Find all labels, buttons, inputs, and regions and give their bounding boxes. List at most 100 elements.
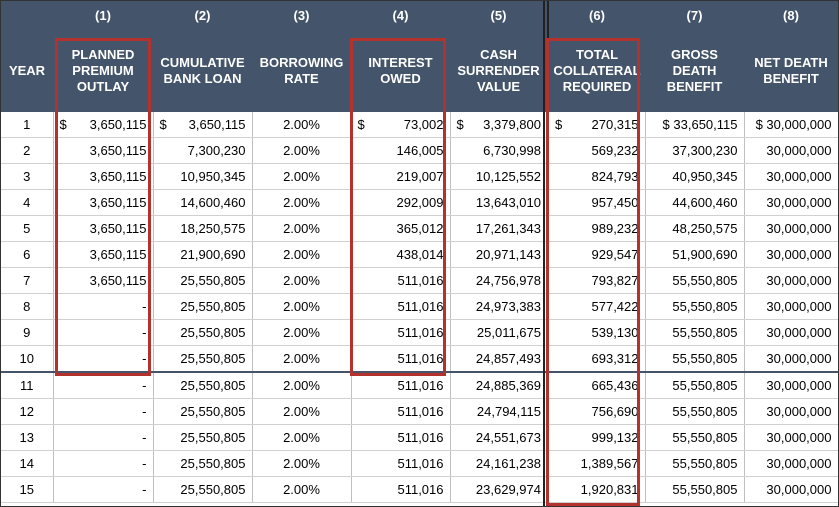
loan-cell-value: 25,550,805	[180, 430, 246, 445]
gross-death-benefit-cell: 55,550,805	[645, 476, 745, 503]
collateral-cell-value: 1,920,831	[580, 482, 639, 497]
table-row: 15 - 25,550,805 2.00% 511,016 23,629,974 1,920…	[1, 476, 839, 503]
gross-death-benefit-cell: 44,600,460	[645, 189, 745, 216]
net-death-benefit-cell: 30,000,000	[744, 163, 839, 190]
loan-cell-value: 18,250,575	[180, 221, 246, 236]
gross-death-benefit-cell: 55,550,805	[645, 450, 745, 477]
loan-cell-value: 25,550,805	[180, 273, 246, 288]
loan-cell: 10,950,345	[153, 163, 253, 190]
premium-cell: -	[53, 319, 154, 346]
collateral-cell-value: 569,232	[591, 143, 639, 158]
loan-cell: 21,900,690	[153, 241, 253, 268]
loan-cell: 25,550,805	[153, 371, 253, 399]
interest-cell-value: 511,016	[397, 404, 444, 419]
interest-cell: 438,014	[351, 241, 451, 268]
year-cell-value: 13	[19, 430, 34, 445]
gross-death-benefit-cell-value: 55,550,805	[672, 404, 738, 419]
interest-cell: 511,016	[351, 319, 451, 346]
year-cell: 10	[1, 345, 54, 373]
column-header-line: BANK LOAN	[163, 71, 242, 86]
gross-death-benefit-cell-value: 55,550,805	[672, 482, 738, 497]
premium-cell: 3,650,115	[53, 215, 154, 242]
collateral-cell-value: 929,547	[591, 247, 639, 262]
cash-value-cell: 10,125,552	[450, 163, 549, 190]
interest-cell: 511,016	[351, 267, 451, 294]
cash-value-cell-value: 24,161,238	[475, 456, 541, 471]
column-header-line: COLLATERAL	[553, 63, 641, 78]
cash-value-cell-value: 24,794,115	[476, 404, 541, 419]
year-cell: 4	[1, 189, 54, 216]
rate-cell-value: 2.00%	[283, 430, 320, 445]
premium-cell: 3,650,115	[53, 137, 154, 164]
loan-cell-value: 25,550,805	[180, 482, 246, 497]
column-header-line: VALUE	[476, 79, 521, 94]
column-header-planned-premium-outlay: PLANNED PREMIUM OUTLAY	[53, 30, 153, 112]
loan-cell-value: 21,900,690	[180, 247, 246, 262]
gross-death-benefit-cell-value: 55,550,805	[672, 325, 738, 340]
collateral-cell-value: 1,389,567	[580, 456, 639, 471]
loan-cell: 25,550,805	[153, 450, 253, 477]
column-header-line: PREMIUM	[72, 63, 134, 78]
table-row: 10 - 25,550,805 2.00% 511,016 24,857,493 693,3…	[1, 345, 839, 373]
cash-value-cell: 25,011,675	[450, 319, 549, 346]
column-number-row: (1) (2) (3) (4) (5) (6) (7) (8)	[1, 1, 838, 30]
interest-cell-value: 511,016	[397, 325, 444, 340]
year-cell: 1	[1, 112, 54, 138]
loan-cell-value: 14,600,460	[180, 195, 246, 210]
year-cell: 13	[1, 424, 54, 451]
column-header-year: YEAR	[1, 30, 53, 112]
cash-value-cell-value: 10,125,552	[475, 169, 541, 184]
cash-value-cell: 24,973,383	[450, 293, 549, 320]
loan-cell-value: 25,550,805	[180, 325, 246, 340]
column-header-line: SURRENDER	[457, 63, 540, 78]
collateral-cell: 824,793	[548, 163, 646, 190]
column-header-line: REQUIRED	[562, 79, 632, 94]
interest-cell: 292,009	[351, 189, 451, 216]
premium-cell-value: 3,650,115	[89, 221, 147, 236]
net-death-benefit-cell: 30,000,000	[744, 241, 839, 268]
net-death-benefit-cell-value: 30,000,000	[766, 430, 832, 445]
loan-cell-value: 25,550,805	[180, 299, 246, 314]
premium-cell: -	[53, 450, 154, 477]
collateral-cell-value: 793,827	[591, 273, 639, 288]
net-death-benefit-cell-value: 30,000,000	[766, 221, 832, 236]
collateral-cell: 957,450	[548, 189, 646, 216]
rate-cell: 2.00%	[252, 319, 352, 346]
currency-symbol: $	[59, 117, 67, 132]
net-death-benefit-cell-value: 30,000,000	[766, 482, 832, 497]
premium-cell: 3,650,115	[53, 267, 154, 294]
rate-cell-value: 2.00%	[283, 456, 320, 471]
rate-cell-value: 2.00%	[283, 221, 320, 236]
cash-value-cell-value: 13,643,010	[475, 195, 541, 210]
collateral-cell: 693,312	[548, 345, 646, 373]
rate-cell-value: 2.00%	[283, 404, 320, 419]
year-cell-value: 15	[19, 482, 34, 497]
loan-cell: 18,250,575	[153, 215, 253, 242]
loan-cell: 25,550,805	[153, 476, 253, 503]
collateral-cell-value: 693,312	[591, 351, 639, 366]
net-death-benefit-cell: 30,000,000	[744, 476, 839, 503]
net-death-benefit-cell: 30,000,000	[744, 293, 839, 320]
column-header-line: CASH	[480, 47, 517, 62]
rate-cell-value: 2.00%	[283, 143, 320, 158]
interest-cell: $73,002	[351, 112, 451, 138]
currency-symbol: $	[555, 117, 563, 132]
gross-death-benefit-cell: 55,550,805	[645, 267, 745, 294]
premium-cell-value: 3,650,115	[89, 273, 147, 288]
gross-death-benefit-cell-value: 37,300,230	[672, 143, 738, 158]
interest-cell-value: 511,016	[397, 456, 444, 471]
loan-cell: 25,550,805	[153, 345, 253, 373]
column-header-line: OUTLAY	[76, 79, 130, 94]
collateral-cell: 1,920,831	[548, 476, 646, 503]
interest-cell-value: 438,014	[396, 247, 444, 262]
year-cell-value: 3	[23, 169, 31, 184]
interest-cell-value: 511,016	[397, 299, 444, 314]
column-header-line: BENEFIT	[666, 79, 723, 94]
cash-value-cell: 24,756,978	[450, 267, 549, 294]
rate-cell-value: 2.00%	[283, 299, 320, 314]
collateral-cell: 1,389,567	[548, 450, 646, 477]
collateral-cell: 577,422	[548, 293, 646, 320]
year-cell-value: 12	[19, 404, 34, 419]
loan-cell-value: 7,300,230	[187, 143, 246, 158]
cash-value-cell: 17,261,343	[450, 215, 549, 242]
